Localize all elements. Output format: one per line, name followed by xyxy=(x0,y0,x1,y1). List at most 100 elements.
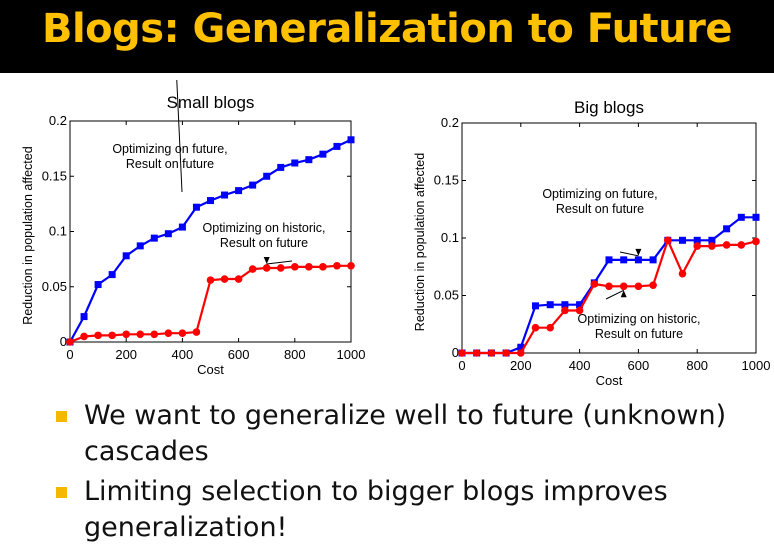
data-point-future xyxy=(737,213,745,221)
annotation-text: Result on future xyxy=(556,202,644,216)
data-point-historic xyxy=(136,330,145,339)
data-point-future xyxy=(517,343,525,351)
annotation-arrow xyxy=(176,80,183,193)
data-point-historic xyxy=(531,323,540,332)
data-point-historic xyxy=(319,263,327,271)
data-point-future xyxy=(178,223,186,231)
y-tick-label: 0.15 xyxy=(434,173,459,188)
data-point-historic xyxy=(347,261,355,270)
data-point-historic xyxy=(305,263,313,271)
x-tick-label: 200 xyxy=(510,358,532,373)
data-point-historic xyxy=(575,306,584,315)
annotation-arrow xyxy=(605,289,624,300)
chart-big-blogs: Big blogs 0 200 400 600 800 1000 0 0.05 0.1 0.15 0.… xyxy=(413,98,770,388)
data-point-future xyxy=(207,197,214,205)
data-point-future xyxy=(679,236,686,244)
data-point-future xyxy=(192,203,200,211)
y-tick-label: 0 xyxy=(452,345,459,360)
annotation-text: Optimizing on historic, xyxy=(578,312,701,326)
data-point-future xyxy=(235,187,243,195)
data-point-future xyxy=(80,313,88,321)
x-tick-label: 800 xyxy=(284,347,306,362)
data-point-historic xyxy=(737,241,746,249)
data-point-historic xyxy=(517,349,525,357)
slide-title: Blogs: Generalization to Future xyxy=(41,6,733,52)
annotation-text: Optimizing on historic, xyxy=(203,221,326,235)
y-tick-label: 0.2 xyxy=(441,115,459,130)
data-point-historic xyxy=(122,330,130,339)
data-point-historic xyxy=(590,280,599,288)
x-tick-label: 400 xyxy=(569,358,591,373)
data-point-future xyxy=(136,242,144,250)
data-point-future xyxy=(108,271,116,279)
data-point-historic xyxy=(262,264,271,272)
data-point-historic xyxy=(291,263,299,271)
data-point-historic xyxy=(722,241,731,249)
x-tick-label: 0 xyxy=(66,347,73,362)
data-point-future xyxy=(723,225,731,233)
annotation-text: Result on future xyxy=(126,157,214,171)
data-point-historic xyxy=(220,275,229,283)
chart-small-blogs: Small blogs 0 200 400 600 800 1000 0 0.05 0.1 0.15… xyxy=(21,80,365,377)
annotation-arrowhead xyxy=(620,290,627,298)
title-bar: Blogs: Generalization to Future xyxy=(0,0,774,73)
data-point-historic xyxy=(472,349,481,357)
data-point-historic xyxy=(178,329,187,337)
data-point-future xyxy=(150,234,158,242)
data-point-future xyxy=(708,236,716,244)
data-point-historic xyxy=(234,275,243,283)
data-point-future xyxy=(263,172,271,180)
data-point-future xyxy=(164,230,172,238)
data-point-future xyxy=(347,136,355,144)
bullet-item: Limiting selection to bigger blogs impro… xyxy=(50,474,770,546)
y-tick-label: 0.2 xyxy=(49,113,67,128)
x-tick-label: 200 xyxy=(115,347,137,362)
data-point-historic xyxy=(94,331,102,340)
data-point-future xyxy=(249,181,257,189)
data-point-historic xyxy=(333,261,341,270)
data-point-future xyxy=(305,156,313,164)
data-point-future xyxy=(333,142,341,150)
data-point-future xyxy=(693,236,701,244)
bullet-square-icon xyxy=(56,487,67,498)
data-point-future xyxy=(546,301,554,309)
data-point-future xyxy=(752,213,760,221)
x-tick-label: 600 xyxy=(628,358,650,373)
bullet-text: Limiting selection to bigger blogs impro… xyxy=(84,476,668,543)
data-point-future xyxy=(649,256,657,264)
data-point-future xyxy=(277,163,285,171)
x-tick-label: 600 xyxy=(228,347,250,362)
x-tick-label: 0 xyxy=(458,358,465,373)
data-point-future xyxy=(122,252,130,260)
y-tick-label: 0.05 xyxy=(434,288,459,303)
annotation-text: Optimizing on future, xyxy=(112,142,227,156)
data-point-historic xyxy=(619,282,628,291)
data-point-historic xyxy=(192,328,201,336)
data-point-historic xyxy=(164,329,173,337)
data-point-historic xyxy=(649,281,657,289)
data-point-future xyxy=(605,256,613,264)
bullet-text: We want to generalize well to future (un… xyxy=(84,400,727,467)
data-point-historic xyxy=(678,269,687,278)
data-point-future xyxy=(620,256,628,264)
y-tick-label: 0.05 xyxy=(42,279,67,294)
data-point-historic xyxy=(66,338,74,346)
y-tick-label: 0 xyxy=(60,334,67,349)
annotation-arrow xyxy=(266,260,293,265)
data-point-historic xyxy=(634,282,643,291)
data-point-historic xyxy=(487,349,496,357)
data-point-future xyxy=(561,301,569,309)
bullet-item: We want to generalize well to future (un… xyxy=(50,398,770,470)
y-tick-label: 0.15 xyxy=(42,168,67,183)
data-point-historic xyxy=(206,276,215,284)
y-axis-label: Reduction in population affected xyxy=(21,146,35,324)
annotation-text: Result on future xyxy=(220,236,308,250)
data-point-historic xyxy=(108,331,116,340)
x-axis-label: Cost xyxy=(197,362,224,377)
data-point-historic xyxy=(150,330,159,339)
annotation-arrowhead xyxy=(263,256,270,264)
data-point-historic xyxy=(276,264,285,272)
data-point-historic xyxy=(546,323,554,332)
data-point-historic xyxy=(693,242,701,250)
annotation-text: Result on future xyxy=(595,327,683,341)
